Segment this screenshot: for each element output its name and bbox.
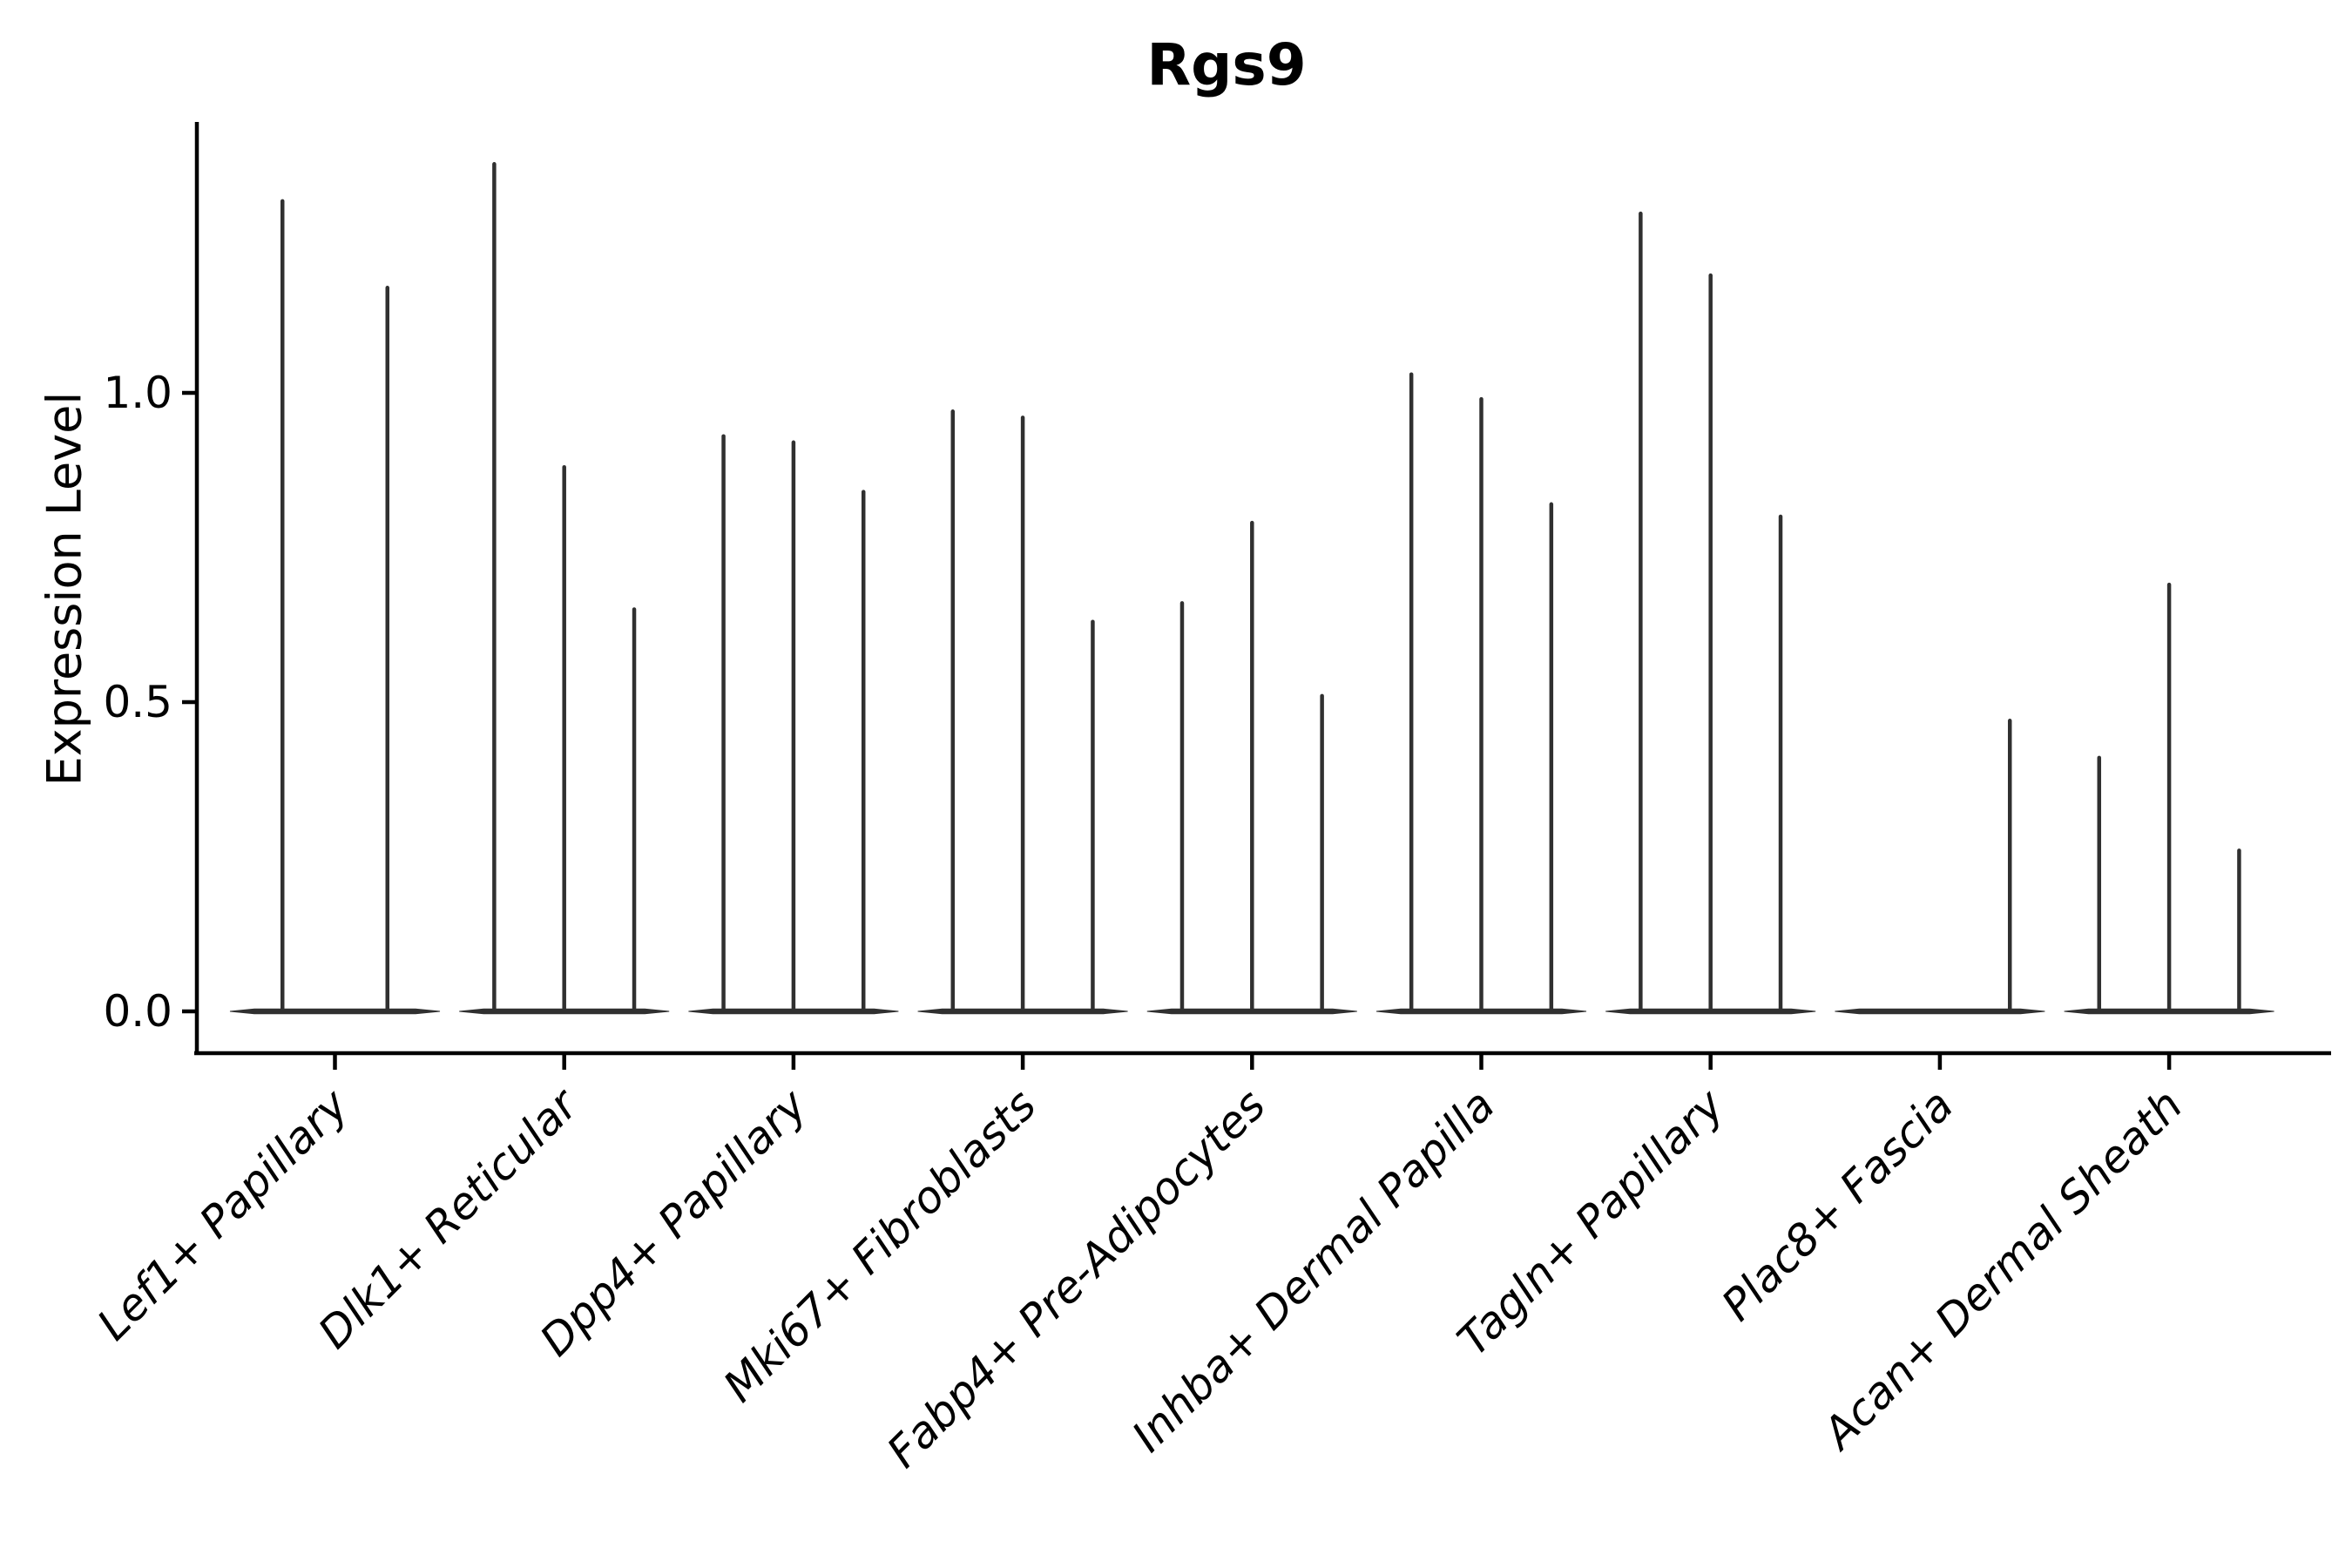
chart-title: Rgs9 [1146, 31, 1307, 98]
violin-base [229, 1008, 441, 1015]
y-tick-label: 0.5 [103, 677, 172, 727]
x-tick-label: Fabp4+ Pre-Adipocytes [877, 1079, 1275, 1477]
x-tick-label: Acan+ Dermal Sheath [1812, 1079, 2193, 1460]
x-tick-label: Inhba+ Dermal Papilla [1123, 1079, 1504, 1461]
y-tick-label: 1.0 [103, 368, 172, 418]
y-tick-group: 0.0 0.5 1.0 [103, 368, 197, 1037]
violins-group [229, 162, 2274, 1015]
x-tick-label: Plac8+ Fascia [1712, 1079, 1963, 1330]
x-tick-label: Lef1+ Papillary [88, 1078, 359, 1349]
axes [194, 122, 2331, 1056]
y-tick-label: 0.0 [103, 986, 172, 1037]
violin-base [1835, 1008, 2045, 1015]
x-tick-group [333, 1053, 2172, 1070]
